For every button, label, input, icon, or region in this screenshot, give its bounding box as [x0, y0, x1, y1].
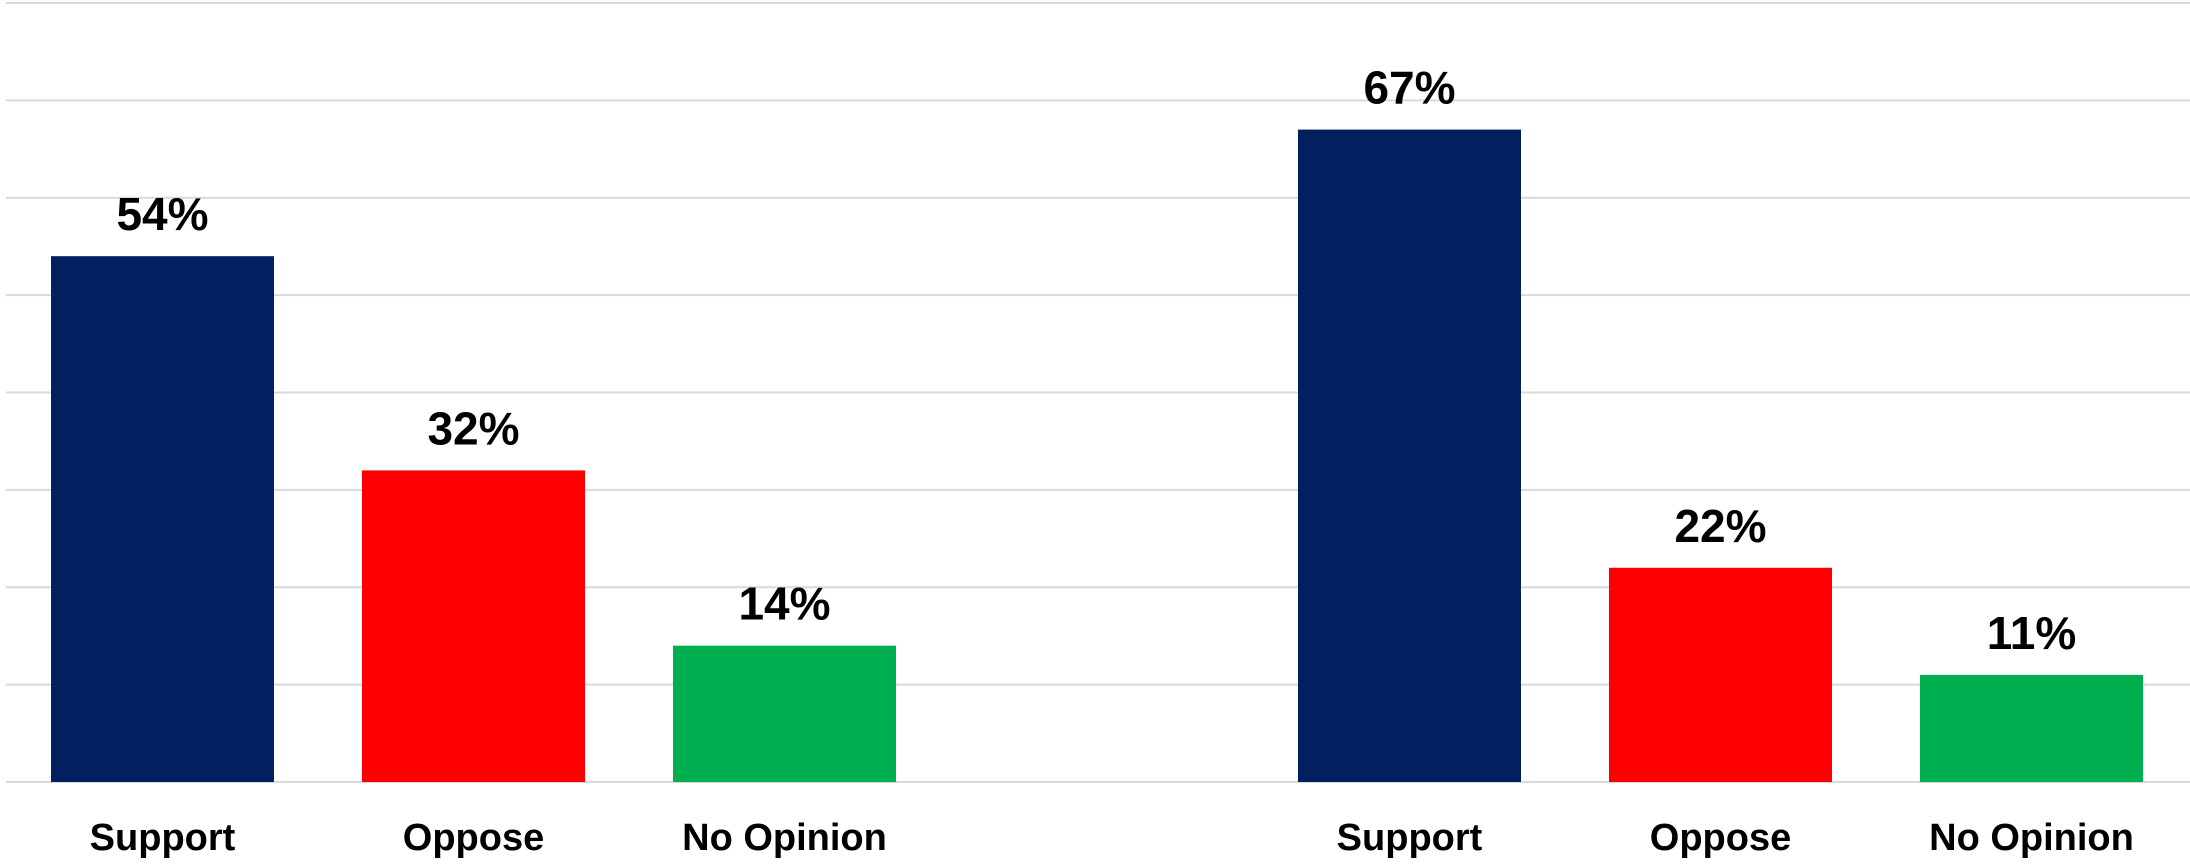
value-label-2-2: 22% [1674, 500, 1766, 552]
bar-1-no-opinion [673, 645, 896, 782]
gridlines [6, 2, 2190, 783]
bar-2-oppose [1609, 567, 1832, 782]
bar-2-no-opinion [1920, 674, 2143, 782]
value-label-2-1: 67% [1363, 62, 1455, 114]
bar-1-oppose [362, 470, 585, 782]
category-label-1-3: No Opinion [682, 817, 887, 859]
bars [51, 129, 2143, 782]
category-label-2-2: Oppose [1650, 817, 1791, 859]
category-label-2-3: No Opinion [1929, 817, 2134, 859]
bar-1-support [51, 256, 274, 782]
value-label-1-1: 54% [116, 188, 208, 240]
value-label-2-3: 11% [1987, 607, 2077, 659]
category-label-1-2: Oppose [403, 817, 544, 859]
value-labels: 54% 32% 14% 67% 22% 11% [116, 62, 2076, 659]
category-labels: Support Oppose No Opinion Support Oppose No O… [90, 817, 2134, 859]
value-label-1-2: 32% [427, 402, 519, 454]
bar-2-support [1298, 129, 1521, 782]
category-label-2-1: Support [1337, 817, 1483, 859]
value-label-1-3: 14% [738, 578, 830, 630]
category-label-1-1: Support [90, 817, 236, 859]
